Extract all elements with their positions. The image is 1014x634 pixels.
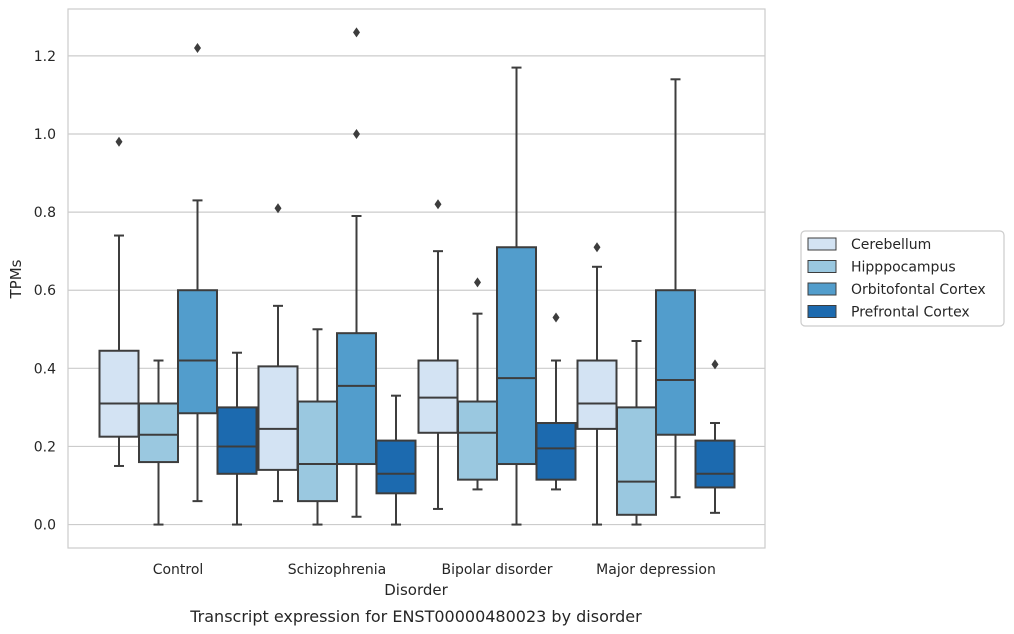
y-tick-label: 0.0 [34, 518, 56, 534]
legend-swatch [807, 237, 837, 251]
legend-frame [800, 230, 1005, 327]
box-iqr [457, 400, 498, 481]
legend-swatch [807, 260, 837, 273]
outlier-point [353, 128, 360, 139]
plot-frame [67, 8, 766, 549]
outlier-point [593, 242, 601, 253]
box-iqr [655, 289, 696, 436]
x-tick-label: Bipolar disorder [441, 562, 552, 578]
legend-label: Cerebellum [851, 237, 931, 253]
x-tick-label: Schizophrenia [288, 562, 386, 578]
box-iqr [496, 246, 537, 466]
x-axis-title: Disorder [384, 581, 448, 599]
box-iqr [616, 406, 657, 516]
outlier-point [115, 136, 123, 147]
box-iqr [297, 400, 338, 503]
box-iqr [138, 402, 179, 464]
x-tick-label: Control [153, 562, 204, 578]
outlier-point [474, 277, 481, 288]
legend-label: Orbitofontal Cortex [851, 282, 986, 298]
box-iqr [535, 422, 577, 481]
box-group [257, 27, 417, 526]
box-iqr [177, 289, 218, 415]
box-iqr [375, 439, 417, 495]
box-iqr [216, 406, 258, 475]
x-tick-labels: Control Schizophrenia Bipolar disorder Majo… [153, 562, 716, 578]
box-group [576, 78, 736, 526]
legend-swatch [807, 305, 837, 318]
box-iqr [336, 332, 377, 466]
outlier-point [552, 312, 560, 323]
y-tick-label: 1.0 [34, 127, 56, 143]
y-axis-title: TPMs [7, 259, 25, 299]
chart-caption: Transcript expression for ENST0000048002… [189, 607, 642, 626]
y-tick-label: 0.6 [34, 283, 56, 299]
y-tick-labels: 0.0 0.2 0.4 0.6 0.8 1.0 1.2 [34, 49, 56, 534]
x-tick-label: Major depression [596, 562, 716, 578]
box-iqr [98, 349, 140, 438]
y-tick-label: 0.4 [34, 361, 56, 377]
outlier-point [711, 359, 719, 370]
box-iqr [257, 365, 299, 471]
legend-label: Hipppocampus [851, 260, 956, 276]
y-tick-label: 1.2 [34, 49, 56, 65]
y-tick-label: 0.8 [34, 205, 56, 221]
box-groups [98, 27, 736, 526]
box-iqr [694, 439, 736, 489]
legend: Cerebellum Hipppocampus Orbitofontal Corte… [800, 230, 1005, 327]
outlier-point [194, 43, 201, 54]
box-iqr [576, 359, 618, 430]
outlier-point [274, 203, 282, 214]
box-group [98, 43, 258, 526]
y-tick-label: 0.2 [34, 439, 56, 455]
legend-label: Prefrontal Cortex [851, 305, 970, 321]
outlier-point [434, 199, 442, 210]
box-group [417, 66, 577, 526]
legend-swatch [807, 282, 837, 296]
outlier-point [353, 27, 360, 38]
